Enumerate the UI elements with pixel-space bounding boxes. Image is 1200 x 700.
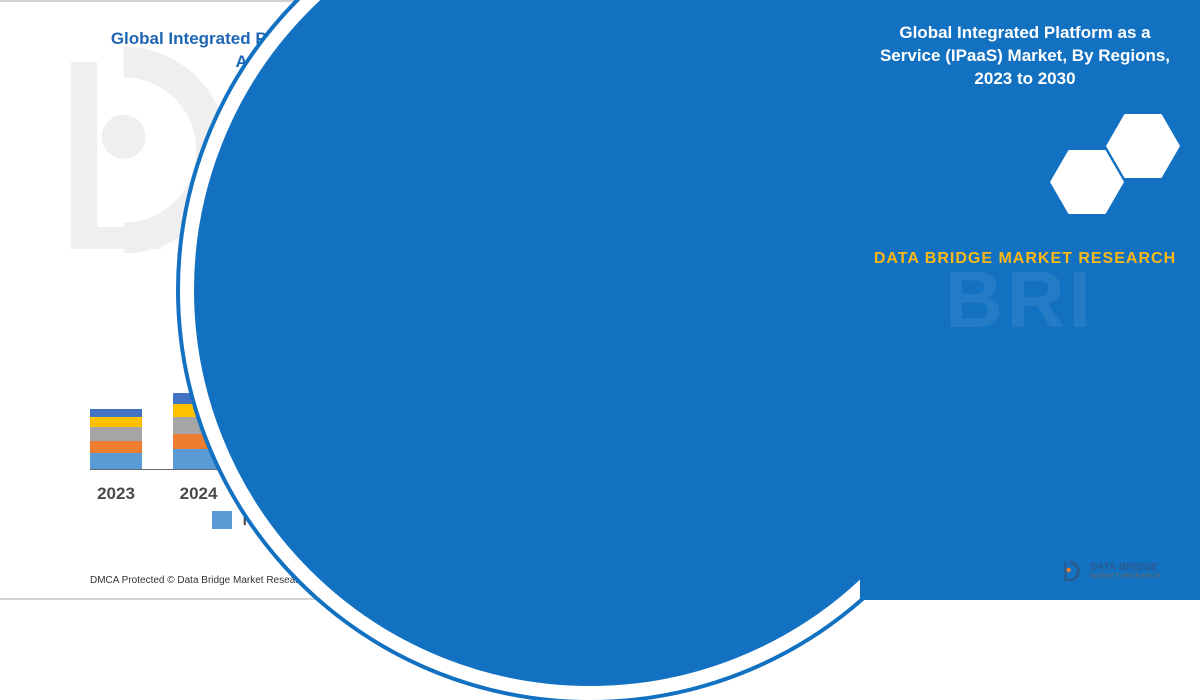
seg-s5	[90, 409, 142, 417]
legend-swatch-na	[212, 511, 232, 529]
hex-label-0: 2030	[1071, 174, 1102, 190]
footer-logo-text: DATA BRIDGE	[1090, 563, 1160, 573]
hex-label-1: 2023	[1127, 138, 1158, 154]
x-label-2023: 2023	[90, 484, 142, 504]
footer-logo: DATA BRIDGE MARKET RESEARCH	[1062, 560, 1160, 582]
seg-north_america	[90, 453, 142, 469]
bar-2023	[90, 409, 142, 469]
footer-logo-sub: MARKET RESEARCH	[1090, 573, 1160, 580]
footer-logo-icon	[1062, 560, 1084, 582]
brand-text: DATA BRIDGE MARKET RESEARCH	[870, 250, 1180, 268]
seg-s4	[90, 417, 142, 427]
x-label-2024: 2024	[173, 484, 225, 504]
seg-europe	[90, 441, 142, 453]
seg-s3	[90, 427, 142, 441]
right-panel-title: Global Integrated Platform as a Service …	[870, 22, 1180, 91]
